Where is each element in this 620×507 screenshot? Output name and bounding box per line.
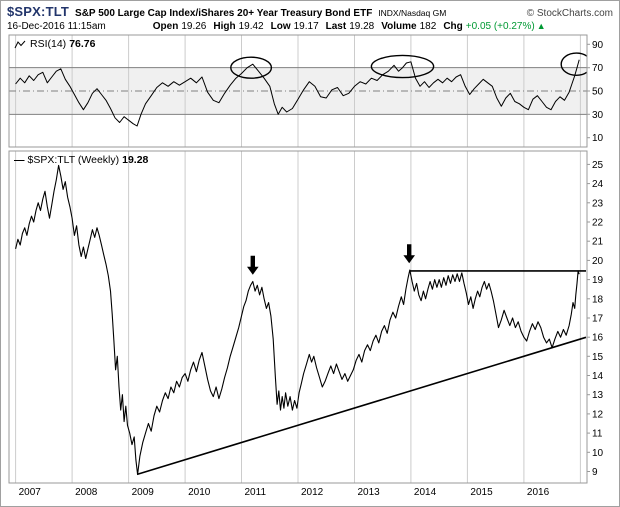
y-tick-label: 16 [592,333,604,344]
quote-value: +0.05 (+0.27%) [465,21,535,32]
y-tick-label: 10 [592,133,604,144]
y-tick-label: 70 [592,63,604,74]
highlight-ellipse [370,54,435,79]
ticker-description: S&P 500 Large Cap Index/iShares 20+ Year… [75,8,373,19]
x-tick-label: 2009 [132,487,155,498]
rsi-line [15,59,580,127]
y-tick-label: 15 [592,352,604,363]
change-up-arrow-icon: ▲ [536,21,546,31]
quote-label: Open [152,21,179,32]
down-arrow [403,244,415,264]
x-tick-label: 2016 [527,487,550,498]
quote-datetime: 16-Dec-2016 11:15am [7,21,106,32]
y-tick-label: 25 [592,160,604,171]
y-tick-label: 12 [592,409,604,420]
quote-value: 19.42 [238,21,264,32]
x-tick-label: 2014 [414,487,437,498]
y-tick-label: 20 [592,256,604,267]
x-tick-label: 2007 [19,487,42,498]
y-tick-label: 24 [592,179,604,190]
y-tick-label: 9 [592,467,598,478]
quote-value: 19.17 [293,21,319,32]
support-trendline [136,336,587,476]
quote-value: 182 [419,21,437,32]
y-tick-label: 10 [592,448,604,459]
quote-row: 16-Dec-2016 11:15am Open 19.26 High 19.42 Lo… [7,21,613,32]
y-tick-label: 90 [592,40,604,51]
x-tick-label: 2015 [470,487,493,498]
quote-fields: Open 19.26 High 19.42 Low 19.17 Last 19.28 Volum… [146,21,546,32]
y-tick-label: 50 [592,87,604,98]
x-tick-label: 2010 [188,487,211,498]
y-tick-label: 14 [592,371,604,382]
quote-label: Volume [381,21,417,32]
x-tick-label: 2012 [301,487,324,498]
y-tick-label: 13 [592,390,604,401]
quote-label: Last [325,21,347,32]
y-tick-label: 17 [592,314,604,325]
quote-label: Chg [443,21,463,32]
y-tick-label: 19 [592,275,604,286]
copyright-label: © StockCharts.com [526,8,613,19]
x-tick-label: 2008 [75,487,98,498]
title-row: $SPX:TLT S&P 500 Large Cap Index/iShares… [7,4,613,19]
y-tick-label: 21 [592,237,604,248]
y-tick-label: 11 [592,429,603,440]
quote-label: Low [270,21,291,32]
price-line [15,164,580,475]
down-arrow [247,255,259,275]
exchange-label: INDX/Nasdaq GM [378,8,447,18]
y-tick-label: 30 [592,110,604,121]
main-panel-border [8,150,588,484]
ticker-symbol: $SPX:TLT [7,4,70,19]
quote-label: High [213,21,236,32]
quote-value: 19.26 [181,21,207,32]
y-tick-label: 23 [592,198,604,209]
y-tick-label: 22 [592,218,604,229]
y-tick-label: 18 [592,294,604,305]
highlight-ellipse [230,56,273,79]
x-tick-label: 2013 [358,487,381,498]
highlight-ellipse [560,52,587,76]
quote-value: 19.28 [349,21,375,32]
chart-header: $SPX:TLT S&P 500 Large Cap Index/iShares… [1,1,619,32]
x-tick-label: 2011 [245,487,267,498]
